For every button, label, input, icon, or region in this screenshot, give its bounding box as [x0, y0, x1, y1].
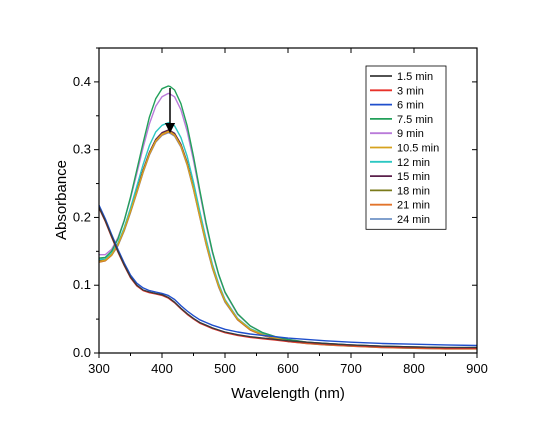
legend-label: 10.5 min: [397, 143, 439, 155]
y-axis: 0.0 0.1 0.2 0.3 0.4: [73, 47, 477, 360]
legend-label: 12 min: [397, 157, 430, 169]
x-tick-label: 900: [466, 361, 488, 376]
legend-label: 21 min: [397, 200, 430, 212]
y-tick-label: 0.1: [73, 277, 91, 292]
x-tick-label: 300: [88, 361, 110, 376]
legend-label: 9 min: [397, 128, 424, 140]
legend-label: 1.5 min: [397, 71, 433, 83]
legend-label: 18 min: [397, 185, 430, 197]
x-axis-title: Wavelength (nm): [231, 385, 345, 402]
x-tick-label: 400: [151, 361, 173, 376]
y-tick-label: 0.3: [73, 142, 91, 157]
x-tick-label: 500: [214, 361, 236, 376]
legend-label: 24 min: [397, 214, 430, 226]
legend: 1.5 min 3 min 6 min 7.5 min 9 min 10.5 min 12 …: [365, 65, 447, 230]
y-axis-title: Absorbance: [53, 160, 70, 240]
legend-label: 15 min: [397, 171, 430, 183]
x-tick-label: 700: [340, 361, 362, 376]
series-line-6-min: [99, 204, 477, 347]
series-layer: [99, 85, 477, 350]
y-tick-label: 0.0: [73, 345, 91, 360]
y-tick-label: 0.2: [73, 209, 91, 224]
series-line-1.5-min: [99, 207, 477, 349]
y-tick-label: 0.4: [73, 74, 91, 89]
x-tick-label: 800: [403, 361, 425, 376]
legend-label: 7.5 min: [397, 114, 433, 126]
x-tick-label: 600: [277, 361, 299, 376]
x-axis: 300 400 500 600 700 800 900: [88, 48, 488, 376]
legend-label: 3 min: [397, 85, 424, 97]
legend-label: 6 min: [397, 100, 424, 112]
